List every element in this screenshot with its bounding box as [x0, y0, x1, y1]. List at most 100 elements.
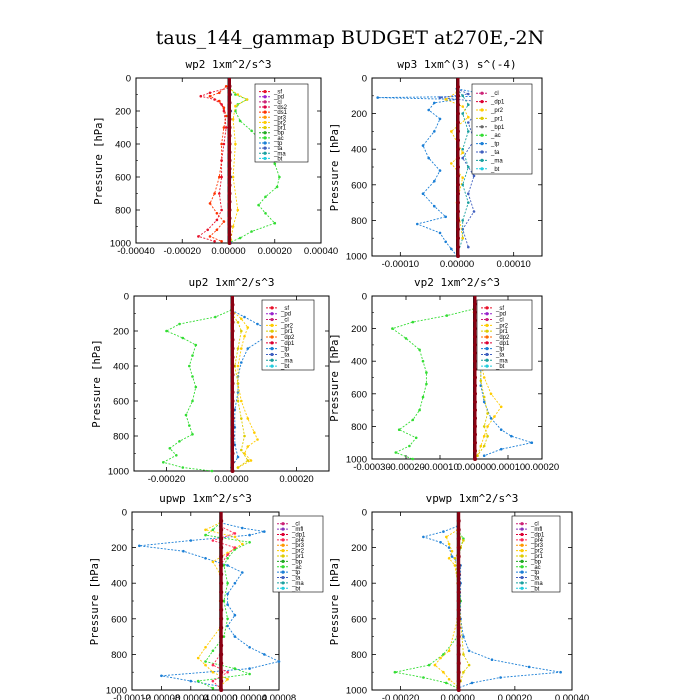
mean-line-marker	[230, 425, 235, 430]
data-point	[213, 240, 216, 243]
data-point	[462, 635, 465, 638]
y-tick-label: 1000	[346, 252, 367, 263]
data-point	[250, 230, 253, 233]
data-point	[236, 399, 240, 403]
data-point	[439, 541, 442, 544]
data-point	[208, 91, 212, 95]
mean-line-marker	[230, 355, 235, 360]
mean-line-marker	[473, 440, 477, 445]
mean-line-marker	[227, 158, 232, 163]
legend-marker	[263, 110, 267, 114]
legend-marker	[281, 538, 285, 542]
data-point	[245, 98, 249, 101]
legend-label: _ac	[530, 565, 541, 571]
x-tick-label: -0.00008	[143, 693, 181, 700]
legend-label: _bp	[530, 559, 542, 565]
data-point	[231, 175, 235, 179]
data-point	[234, 93, 237, 96]
data-point	[188, 424, 191, 427]
legend-label: _cl	[280, 318, 289, 324]
mean-line-marker	[230, 329, 235, 333]
x-tick-label: 0.00000	[457, 462, 491, 473]
legend-label: _tp	[291, 570, 301, 576]
mean-line-marker	[456, 634, 461, 639]
mean-line-marker	[227, 125, 232, 130]
data-point	[447, 678, 451, 681]
mean-line-marker	[230, 442, 235, 447]
data-point	[394, 451, 398, 454]
mean-line-marker	[230, 337, 235, 342]
legend-marker	[270, 364, 274, 368]
legend-label: _dp1	[280, 341, 295, 347]
data-point	[241, 542, 244, 546]
legend-marker	[263, 151, 267, 155]
x-tick-label: 0.00000	[441, 693, 475, 700]
mean-line-marker	[456, 129, 460, 134]
mean-line-marker	[227, 216, 232, 221]
y-tick-label: 0	[362, 508, 367, 519]
y-tick-label: 1000	[106, 686, 127, 697]
data-point	[162, 461, 165, 464]
data-point	[204, 528, 207, 532]
legend-marker	[480, 167, 484, 171]
mean-line-marker	[456, 218, 460, 223]
legend-marker	[480, 133, 484, 137]
mean-line-marker	[456, 554, 461, 559]
data-point	[467, 192, 470, 195]
data-point	[240, 417, 243, 420]
legend-label: _bp	[291, 559, 303, 565]
data-point	[236, 208, 240, 212]
y-tick-label: 200	[113, 327, 129, 338]
legend-label: _pr2	[273, 120, 287, 126]
mean-line-marker	[456, 209, 460, 214]
data-point	[214, 315, 217, 319]
data-point	[489, 392, 493, 396]
series-line-ac	[162, 309, 232, 472]
series-line-sf	[197, 87, 229, 242]
x-tick-label: 0.00020	[525, 462, 559, 473]
data-point	[194, 385, 198, 389]
series-line-pr1	[231, 313, 249, 468]
data-point	[224, 85, 228, 88]
data-point	[447, 546, 451, 549]
panels: wp2 1xm^2/s^3 Pressure [hPa] 0 200 400 600 800…	[89, 58, 589, 700]
legend-marker	[480, 108, 484, 112]
legend-label: _bt	[291, 586, 301, 592]
data-point	[278, 175, 281, 179]
data-point	[175, 454, 178, 457]
data-point	[246, 445, 250, 448]
data-point	[462, 539, 465, 542]
data-point	[499, 428, 503, 432]
data-point	[248, 541, 251, 544]
mean-line-marker	[227, 133, 232, 138]
legend-marker	[480, 125, 484, 129]
legend-marker	[270, 335, 274, 339]
data-point	[472, 210, 476, 213]
x-tick-label: -0.00020	[387, 462, 425, 473]
legend-label: _ma	[495, 358, 508, 364]
legend-label: _pr1	[530, 554, 544, 560]
panel-2: wp3 1xm^(3) s^(-4) Pressure [hPa] 0 200 400 6…	[329, 58, 543, 270]
data-point	[447, 542, 451, 546]
data-point	[240, 399, 243, 403]
data-point	[479, 379, 483, 383]
data-point	[240, 317, 243, 321]
legend-marker	[485, 317, 489, 322]
data-point	[427, 156, 431, 160]
legend-label: _tp	[495, 347, 505, 353]
data-point	[184, 413, 188, 417]
data-point	[493, 415, 496, 418]
legend-marker	[281, 549, 285, 553]
y-tick-label: 600	[115, 173, 131, 184]
mean-line-marker	[473, 302, 477, 307]
legend-marker	[520, 538, 524, 542]
data-point	[226, 603, 229, 606]
legend-marker	[520, 586, 524, 590]
legend-label: _dp2	[495, 335, 510, 341]
legend-marker	[480, 142, 484, 146]
legend-marker	[263, 105, 267, 109]
data-point	[499, 676, 502, 679]
data-point	[450, 247, 453, 251]
series-line-ma	[456, 88, 469, 257]
x-tick-label: -0.00020	[163, 246, 201, 257]
